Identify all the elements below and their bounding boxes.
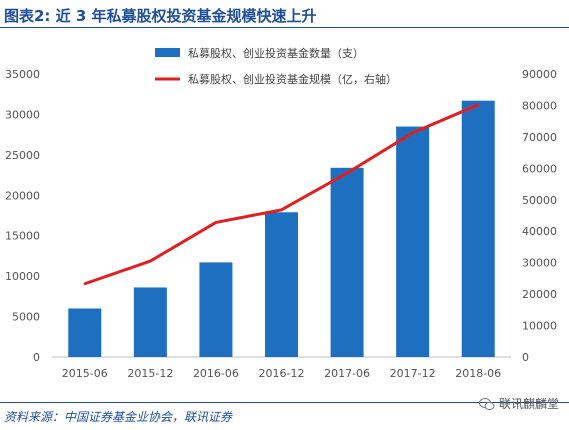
wechat-icon bbox=[478, 397, 495, 410]
left-axis-tick-label: 25000 bbox=[5, 149, 40, 162]
right-axis-tick-label: 20000 bbox=[522, 288, 557, 301]
line-point bbox=[345, 171, 349, 175]
bar bbox=[133, 287, 167, 357]
bar bbox=[68, 308, 102, 357]
right-axis-tick-label: 0 bbox=[522, 351, 529, 364]
bar bbox=[396, 126, 430, 357]
left-axis-tick-label: 10000 bbox=[5, 270, 40, 283]
left-axis-tick-label: 0 bbox=[33, 351, 40, 364]
watermark: 联讯麒麟堂 bbox=[478, 395, 559, 412]
bar bbox=[265, 212, 298, 357]
right-axis-tick-label: 80000 bbox=[522, 99, 557, 112]
watermark-text: 联讯麒麟堂 bbox=[498, 397, 559, 411]
line-point bbox=[83, 282, 86, 285]
bar bbox=[330, 167, 364, 357]
bar bbox=[461, 100, 495, 357]
left-axis-tick-label: 35000 bbox=[5, 68, 40, 81]
left-axis-tick-label: 20000 bbox=[5, 189, 40, 202]
x-axis-tick-label: 2015-06 bbox=[62, 367, 108, 380]
left-axis-tick-label: 30000 bbox=[5, 108, 40, 121]
title-divider bbox=[0, 27, 569, 28]
left-axis-tick-label: 15000 bbox=[5, 230, 40, 243]
legend-label-line: 私募股权、创业投资基金规模（亿，右轴） bbox=[188, 72, 397, 86]
right-axis-tick-label: 70000 bbox=[522, 131, 557, 144]
right-axis-tick-label: 40000 bbox=[522, 225, 557, 238]
line-point bbox=[149, 259, 152, 263]
bar bbox=[199, 262, 233, 357]
x-axis-tick-label: 2018-06 bbox=[455, 367, 501, 380]
legend-label-bar: 私募股权、创业投资基金数量（支） bbox=[188, 46, 364, 60]
x-axis-tick-label: 2016-12 bbox=[259, 367, 305, 380]
x-axis-tick-label: 2017-12 bbox=[390, 367, 436, 380]
line-point bbox=[477, 103, 480, 107]
right-axis-tick-label: 30000 bbox=[522, 257, 557, 270]
line-point bbox=[411, 131, 414, 135]
right-axis-tick-label: 10000 bbox=[522, 320, 557, 333]
source-note: 资料来源：中国证券基金业协会，联讯证券 bbox=[4, 410, 233, 424]
title-bar: 图表2: 近 3 年私募股权投资基金规模快速上升 bbox=[0, 0, 569, 28]
right-axis-tick-label: 60000 bbox=[522, 162, 557, 175]
x-axis-tick-label: 2017-06 bbox=[324, 367, 370, 380]
legend-swatch-bar bbox=[155, 48, 180, 57]
x-axis-tick-label: 2015-12 bbox=[127, 367, 173, 380]
line-point bbox=[280, 208, 283, 212]
chart-canvas: 0 5000 10000 15000 20000 25000 30000 35000 0 1000… bbox=[5, 46, 557, 380]
chart-title: 图表2: 近 3 年私募股权投资基金规模快速上升 bbox=[4, 7, 317, 25]
right-axis-tick-label: 90000 bbox=[522, 68, 557, 81]
line-point bbox=[214, 221, 218, 224]
left-axis-tick-label: 5000 bbox=[12, 311, 40, 324]
source-divider bbox=[0, 402, 569, 403]
x-axis-tick-label: 2016-06 bbox=[193, 367, 239, 380]
right-axis-tick-label: 50000 bbox=[522, 194, 557, 207]
